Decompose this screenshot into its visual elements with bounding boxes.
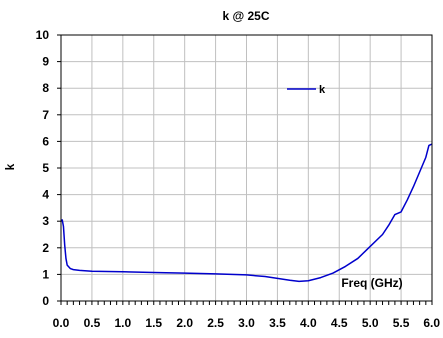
legend: k xyxy=(287,84,326,96)
y-tick-label: 0 xyxy=(42,294,49,308)
x-tick-label: 2.5 xyxy=(207,316,224,330)
y-tick-label: 2 xyxy=(42,241,49,255)
plot-area xyxy=(60,34,433,302)
x-tick-label: 3.0 xyxy=(238,316,255,330)
y-tick-label: 6 xyxy=(42,134,49,148)
chart-title: k @ 25C xyxy=(222,9,269,23)
x-tick-label: 0.5 xyxy=(84,316,101,330)
axis-ticks: 0 1 2 3 4 5 6 7 8 9 10 0.0 0.5 1.0 1.5 2.0 2.5 3.0 3.5 4.0 4… xyxy=(36,28,441,330)
y-tick-label: 8 xyxy=(42,81,49,95)
y-tick-label: 7 xyxy=(42,108,49,122)
x-tick-label: 4.0 xyxy=(300,316,317,330)
series-line-k xyxy=(60,143,433,283)
x-tick-label: 6.0 xyxy=(423,316,440,330)
y-axis-label: k xyxy=(3,163,17,170)
x-tick-label: 1.0 xyxy=(114,316,131,330)
x-tick-label: 4.5 xyxy=(331,316,348,330)
x-tick-label: 5.0 xyxy=(362,316,379,330)
y-tick-label: 1 xyxy=(42,267,49,281)
y-tick-label: 4 xyxy=(42,188,49,202)
y-tick-label: 5 xyxy=(42,161,49,175)
x-tick-label: 5.5 xyxy=(393,316,410,330)
series-lines xyxy=(60,143,433,283)
x-tick-label: 2.0 xyxy=(176,316,193,330)
x-tick-label: 0.0 xyxy=(53,316,70,330)
y-tick-label: 9 xyxy=(42,55,49,69)
x-tick-label: 3.5 xyxy=(269,316,286,330)
x-tick-label: 1.5 xyxy=(145,316,162,330)
grid xyxy=(60,34,433,302)
legend-label: k xyxy=(319,84,326,96)
y-tick-label: 10 xyxy=(36,28,50,42)
y-tick-label: 3 xyxy=(42,214,49,228)
x-axis-label: Freq (GHz) xyxy=(341,276,402,290)
